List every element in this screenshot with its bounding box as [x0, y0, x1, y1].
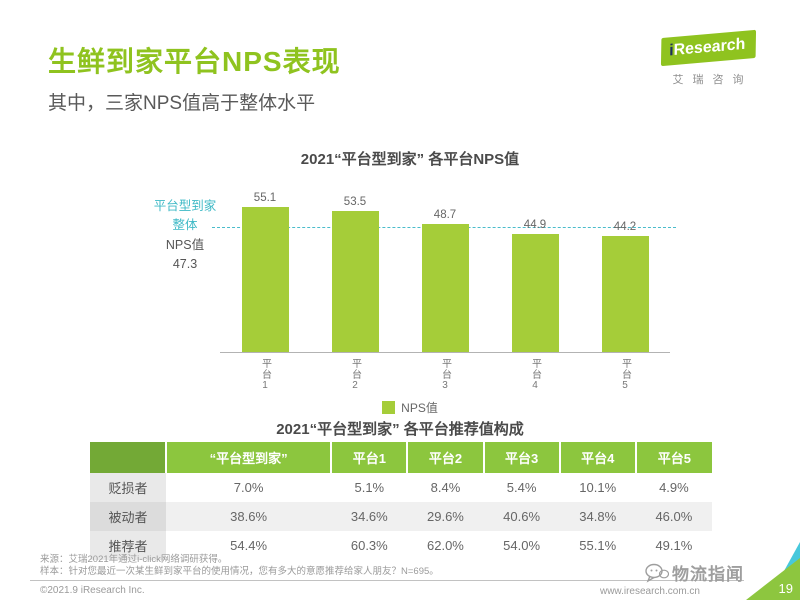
bar	[511, 233, 559, 352]
table-cell: 46.0%	[635, 502, 712, 531]
footnote-source: 来源：艾瑞2021年通过i-click网络调研获得。	[40, 554, 228, 565]
x-label-column: 平台1	[220, 358, 310, 397]
bar	[241, 207, 289, 352]
table-cell: 10.1%	[579, 480, 617, 495]
iresearch-logo-shape: iResearch	[660, 29, 756, 67]
table-cell: 40.6%	[483, 502, 560, 531]
reference-label-line2: 整体	[172, 218, 198, 233]
bar	[601, 235, 649, 352]
chart-legend: NPS值	[150, 399, 670, 416]
x-axis-label: 平台4	[529, 358, 541, 392]
page-subtitle: 其中，三家NPS值高于整体水平	[48, 93, 316, 114]
table-cell: 49.1%	[655, 538, 693, 553]
bar-plot: 55.1 53.5 48.7 44.9 44.2	[212, 183, 676, 353]
table-cell: 5.1%	[354, 480, 385, 495]
table-row-label: 贬损者	[90, 473, 166, 502]
recommendation-table: “平台型到家” 平台1 平台2 平台3 平台4 平台5 贬损者 7.0% 5.1% 8.4% 5.…	[90, 442, 712, 560]
bar	[331, 211, 379, 352]
footer-divider	[30, 580, 744, 581]
iresearch-logo: iResearch 艾瑞咨询	[652, 29, 764, 87]
copyright-text: ©2021.9 iResearch Inc.	[40, 585, 145, 596]
x-axis-label: 平台3	[439, 358, 451, 392]
nps-bar-chart: 2021“平台型到家” 各平台NPS值 平台型到家 整体 NPS值 47.3 5…	[150, 148, 676, 416]
table-column-header: 平台4	[558, 442, 636, 473]
bar-value-label: 44.9	[523, 218, 547, 231]
bar-value-label: 53.5	[343, 196, 367, 209]
reference-line-label: 平台型到家 整体 NPS值 47.3	[150, 183, 220, 353]
table-cell: 29.6%	[407, 502, 484, 531]
table-cell: 54.4%	[230, 538, 268, 553]
table-column-header: “平台型到家”	[164, 442, 332, 473]
reference-label-line1: 平台型到家	[153, 199, 217, 213]
bar-value-label: 48.7	[433, 208, 457, 221]
bar-column: 53.5	[310, 183, 400, 352]
page-title: 生鲜到家平台NPS表现	[48, 46, 341, 77]
x-label-column: 平台4	[490, 358, 580, 397]
table-column-header: 平台3	[482, 442, 560, 473]
watermark-logo: 物流指闻	[645, 560, 744, 585]
table-body: 贬损者 7.0% 5.1% 8.4% 5.4% 10.1% 4.9% 被动者 38.6% 34.6…	[90, 473, 712, 560]
page-number: 19	[778, 581, 793, 596]
table-cell: 38.6%	[166, 502, 332, 531]
table-column-header: 平台5	[634, 442, 712, 473]
table-cell: 8.4%	[430, 480, 461, 495]
table-cell: 34.6%	[331, 502, 408, 531]
table-row-label: 被动者	[90, 502, 166, 531]
table-row: 推荐者 54.4% 60.3% 62.0% 54.0% 55.1% 49.1%	[90, 531, 712, 560]
x-label-column: 平台2	[310, 358, 400, 397]
table-cell: 60.3%	[350, 538, 388, 553]
website-link[interactable]: www.iresearch.com.cn	[599, 586, 700, 597]
bar-value-label: 44.2	[613, 220, 637, 233]
logo-chinese-name: 艾瑞咨询	[672, 74, 753, 86]
table-column-header: 平台1	[330, 442, 408, 473]
reference-label-line3: NPS值	[165, 237, 205, 252]
table-cell: 54.0%	[503, 538, 541, 553]
bar-column: 48.7	[400, 183, 490, 352]
x-axis-label: 平台2	[349, 358, 361, 392]
legend-swatch-icon	[382, 401, 396, 414]
table-cell: 55.1%	[579, 538, 617, 553]
chat-bubble-icon	[645, 563, 669, 583]
x-label-column: 平台5	[580, 358, 670, 397]
table-row: 被动者 38.6% 34.6% 29.6% 40.6% 34.8% 46.0%	[90, 502, 712, 531]
table-row: 贬损者 7.0% 5.1% 8.4% 5.4% 10.1% 4.9%	[90, 473, 712, 502]
table-cell: 5.4%	[506, 480, 537, 495]
bar-column: 44.9	[490, 183, 580, 352]
table-cell: 34.8%	[559, 502, 636, 531]
table-row-label: 推荐者	[90, 531, 166, 560]
table-cell: 4.9%	[659, 480, 689, 495]
x-labels: 平台1 平台2 平台3 平台4 平台5	[220, 353, 670, 397]
table-header-row: “平台型到家” 平台1 平台2 平台3 平台4 平台5	[90, 442, 712, 473]
logo-brand-text: Research	[673, 35, 746, 60]
bar-column: 55.1	[220, 183, 310, 352]
x-axis-label: 平台5	[619, 358, 631, 392]
x-label-column: 平台3	[400, 358, 490, 397]
reference-label-value: 47.3	[172, 257, 198, 272]
chart-plot-wrap: 平台型到家 整体 NPS值 47.3 55.1 53.5 48.7 44.9 44.2	[150, 183, 676, 353]
table-title: 2021“平台型到家” 各平台推荐值构成	[276, 421, 524, 438]
table-cell: 62.0%	[427, 538, 464, 553]
footnote-sample: 样本：针对您最近一次某生鲜到家平台的使用情况，您有多大的意愿推荐给家人朋友？N=…	[40, 566, 439, 577]
table-corner-cell	[90, 442, 166, 473]
bar-column: 44.2	[580, 183, 670, 352]
table-column-header: 平台2	[406, 442, 484, 473]
watermark-text: 物流指闻	[672, 565, 744, 584]
bar-value-label: 55.1	[253, 192, 277, 205]
legend-label: NPS值	[401, 401, 438, 415]
bar	[421, 223, 469, 352]
chart-title: 2021“平台型到家” 各平台NPS值	[300, 151, 520, 168]
table-cell: 7.0%	[233, 480, 264, 495]
x-axis-label: 平台1	[259, 358, 271, 392]
